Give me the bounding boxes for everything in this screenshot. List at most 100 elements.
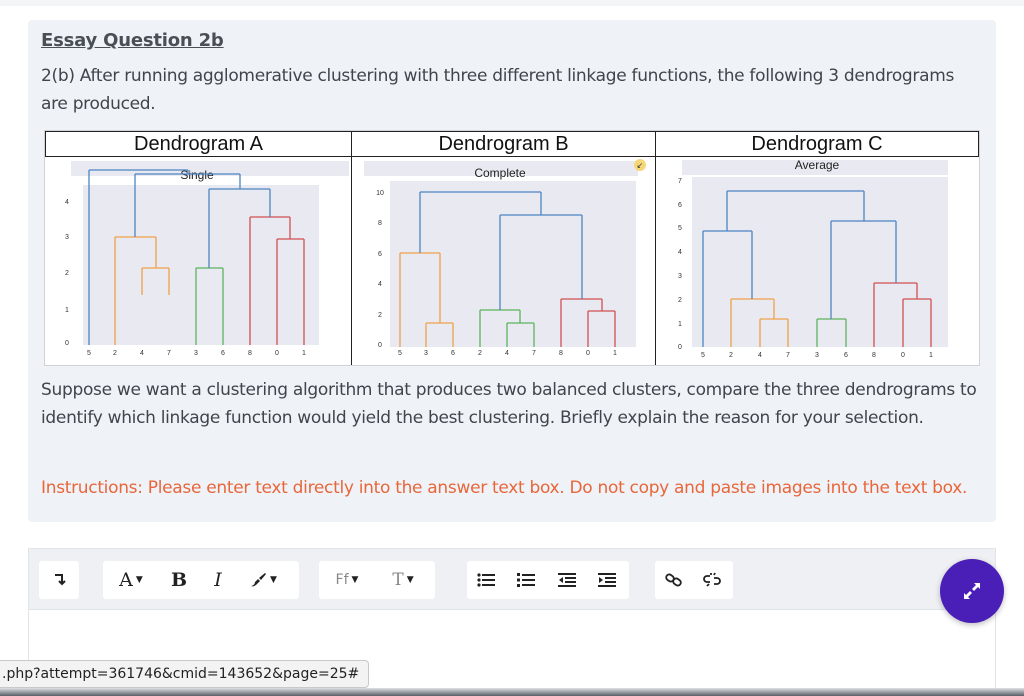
dendrogram-c-header: Dendrogram C — [656, 131, 979, 157]
unlink-button[interactable] — [693, 561, 731, 599]
link-button[interactable] — [655, 561, 693, 599]
svg-text:1: 1 — [678, 321, 682, 328]
svg-text:0: 0 — [378, 342, 382, 349]
svg-text:4: 4 — [65, 199, 69, 206]
svg-text:7: 7 — [786, 352, 790, 359]
svg-text:4: 4 — [140, 350, 144, 357]
toolbar-group-font: Ff ▼ T ▼ — [319, 561, 435, 599]
svg-text:1: 1 — [929, 352, 933, 359]
font-size-button[interactable]: T ▼ — [392, 570, 414, 590]
svg-text:4: 4 — [678, 249, 682, 256]
svg-text:3: 3 — [424, 350, 428, 357]
svg-text:1: 1 — [302, 350, 306, 357]
svg-text:2: 2 — [65, 270, 69, 277]
editor-toolbar: A ▼ B I ▼ Ff ▼ T ▼ — [28, 548, 996, 610]
expand-icon — [964, 583, 980, 599]
text-color-icon: A — [119, 569, 133, 591]
svg-text:3: 3 — [194, 350, 198, 357]
font-family-button[interactable]: Ff ▼ — [335, 572, 359, 588]
svg-text:3: 3 — [65, 234, 69, 241]
svg-text:4: 4 — [378, 281, 382, 288]
dendrogram-c-plot: Average 0 1 2 3 4 5 6 7 5 2 4 7 3 6 — [678, 158, 948, 359]
dendrogram-b-plot-title: Complete — [474, 166, 526, 180]
dendrogram-b-panel: Dendrogram B Complete ↙ 0 2 4 6 8 10 5 3… — [351, 131, 655, 365]
question-title: Essay Question 2b — [41, 30, 224, 51]
unordered-list-button[interactable] — [467, 561, 505, 599]
brush-button[interactable]: ▼ — [237, 561, 289, 599]
svg-text:7: 7 — [678, 178, 682, 185]
svg-text:↙: ↙ — [637, 161, 644, 170]
svg-text:7: 7 — [532, 350, 536, 357]
svg-text:5: 5 — [87, 350, 91, 357]
svg-text:0: 0 — [65, 340, 69, 347]
font-size-icon: T — [392, 570, 404, 590]
bold-icon: B — [170, 569, 188, 591]
svg-text:2: 2 — [678, 297, 682, 304]
brush-icon — [251, 573, 267, 587]
toolbar-group-paragraph — [39, 561, 79, 599]
dendrogram-a-header: Dendrogram A — [45, 131, 351, 157]
svg-text:7: 7 — [167, 350, 171, 357]
svg-text:2: 2 — [113, 350, 117, 357]
paragraph-icon[interactable] — [39, 561, 79, 599]
outdent-button[interactable] — [547, 561, 587, 599]
svg-text:2: 2 — [378, 312, 382, 319]
svg-text:6: 6 — [221, 350, 225, 357]
font-family-icon: Ff — [335, 572, 349, 588]
italic-button[interactable]: I — [199, 561, 237, 599]
dendrogram-a-plot-title: Single — [180, 168, 214, 182]
svg-text:1: 1 — [613, 350, 617, 357]
svg-text:1: 1 — [65, 307, 69, 314]
svg-text:0: 0 — [901, 352, 905, 359]
svg-text:3: 3 — [678, 273, 682, 280]
svg-text:6: 6 — [844, 352, 848, 359]
top-border — [0, 0, 1024, 6]
svg-text:6: 6 — [451, 350, 455, 357]
svg-text:8: 8 — [559, 350, 563, 357]
svg-text:0: 0 — [678, 344, 682, 351]
question-prompt: Suppose we want a clustering algorithm t… — [41, 380, 977, 428]
toolbar-group-lists — [467, 561, 629, 599]
indent-icon — [598, 573, 616, 587]
bold-button[interactable]: B — [159, 561, 199, 599]
dendrogram-a-panel: Dendrogram A Single 0 1 2 3 4 5 2 4 7 3 … — [45, 131, 351, 365]
svg-text:8: 8 — [248, 350, 252, 357]
status-url: .php?attempt=361746&cmid=143652&page=25# — [0, 660, 370, 688]
svg-text:6: 6 — [378, 251, 382, 258]
instructions-text: Instructions: Please enter text directly… — [41, 478, 968, 498]
dendrogram-b-plot: Complete ↙ 0 2 4 6 8 10 5 3 6 2 4 7 — [364, 159, 646, 357]
svg-text:0: 0 — [275, 350, 279, 357]
text-color-button[interactable]: A ▼ — [119, 569, 143, 591]
question-box: Essay Question 2b 2(b) After running agg… — [28, 20, 996, 522]
unordered-list-icon — [477, 573, 495, 587]
dendrogram-a-plot: Single 0 1 2 3 4 5 2 4 7 3 6 8 0 1 — [65, 161, 349, 357]
svg-text:5: 5 — [701, 352, 705, 359]
svg-text:2: 2 — [478, 350, 482, 357]
svg-text:2: 2 — [729, 352, 733, 359]
dendrogram-c-plot-title: Average — [795, 158, 840, 172]
svg-text:3: 3 — [815, 352, 819, 359]
dendrogram-c-panel: Dendrogram C Average 0 1 2 3 4 5 6 7 5 2… — [655, 131, 979, 365]
indent-button[interactable] — [587, 561, 627, 599]
svg-text:4: 4 — [505, 350, 509, 357]
svg-text:5: 5 — [398, 350, 402, 357]
svg-text:4: 4 — [758, 352, 762, 359]
svg-text:0: 0 — [586, 350, 590, 357]
question-intro: 2(b) After running agglomerative cluster… — [41, 66, 955, 114]
dendrogram-b-header: Dendrogram B — [352, 131, 655, 157]
toolbar-group-format: A ▼ B I ▼ — [103, 561, 299, 599]
svg-text:5: 5 — [678, 225, 682, 232]
ordered-list-button[interactable] — [505, 561, 547, 599]
ordered-list-icon — [517, 573, 535, 587]
expand-button[interactable] — [940, 559, 1004, 623]
svg-text:8: 8 — [378, 220, 382, 227]
bottom-edge — [0, 688, 1024, 696]
link-icon — [665, 573, 682, 587]
italic-icon: I — [214, 569, 222, 591]
svg-text:6: 6 — [678, 202, 682, 209]
svg-text:10: 10 — [376, 190, 384, 197]
dendrogram-figure: Dendrogram A Single 0 1 2 3 4 5 2 4 7 3 … — [44, 130, 980, 366]
toolbar-group-links — [655, 561, 733, 599]
unlink-icon — [703, 572, 721, 587]
svg-text:8: 8 — [872, 352, 876, 359]
